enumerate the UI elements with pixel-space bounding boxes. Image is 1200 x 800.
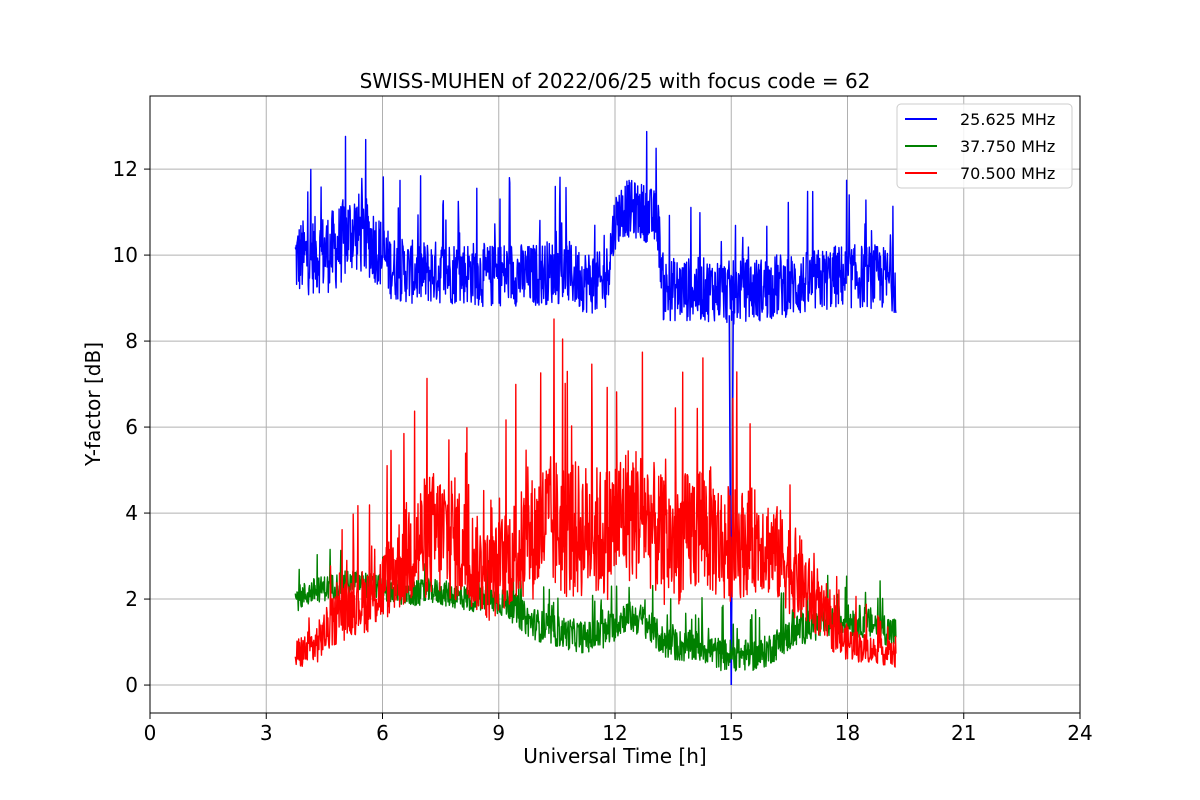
x-tick-label: 18	[835, 721, 860, 745]
y-axis: 0 2 4 6 8 10 12	[113, 157, 150, 697]
x-tick-label: 24	[1067, 721, 1092, 745]
x-tick-label: 9	[492, 721, 505, 745]
series-line-25-625-mhz	[294, 130, 897, 325]
y-tick-label: 6	[125, 415, 138, 439]
x-axis-label: Universal Time [h]	[523, 744, 706, 768]
legend-label: 25.625 MHz	[960, 110, 1055, 129]
series-line-70-500-mhz	[294, 318, 897, 668]
legend: 25.625 MHz 37.750 MHz 70.500 MHz	[896, 103, 1073, 189]
y-tick-label: 10	[113, 243, 138, 267]
legend-box	[896, 103, 1073, 189]
x-tick-label: 12	[602, 721, 627, 745]
plot-area	[294, 130, 897, 686]
x-tick-label: 3	[260, 721, 273, 745]
x-tick-label: 15	[719, 721, 744, 745]
y-tick-label: 2	[125, 587, 138, 611]
x-tick-label: 6	[376, 721, 389, 745]
y-axis-label: Y-factor [dB]	[81, 342, 105, 467]
chart-title: SWISS-MUHEN of 2022/06/25 with focus cod…	[360, 69, 871, 93]
y-tick-label: 8	[125, 329, 138, 353]
x-tick-label: 0	[144, 721, 157, 745]
x-axis: 0 3 6 9 12 15 18 21 24	[144, 713, 1093, 745]
y-tick-label: 0	[125, 673, 138, 697]
x-tick-label: 21	[951, 721, 976, 745]
legend-label: 37.750 MHz	[960, 137, 1055, 156]
y-tick-label: 4	[125, 501, 138, 525]
y-tick-label: 12	[113, 157, 138, 181]
legend-label: 70.500 MHz	[960, 164, 1055, 183]
